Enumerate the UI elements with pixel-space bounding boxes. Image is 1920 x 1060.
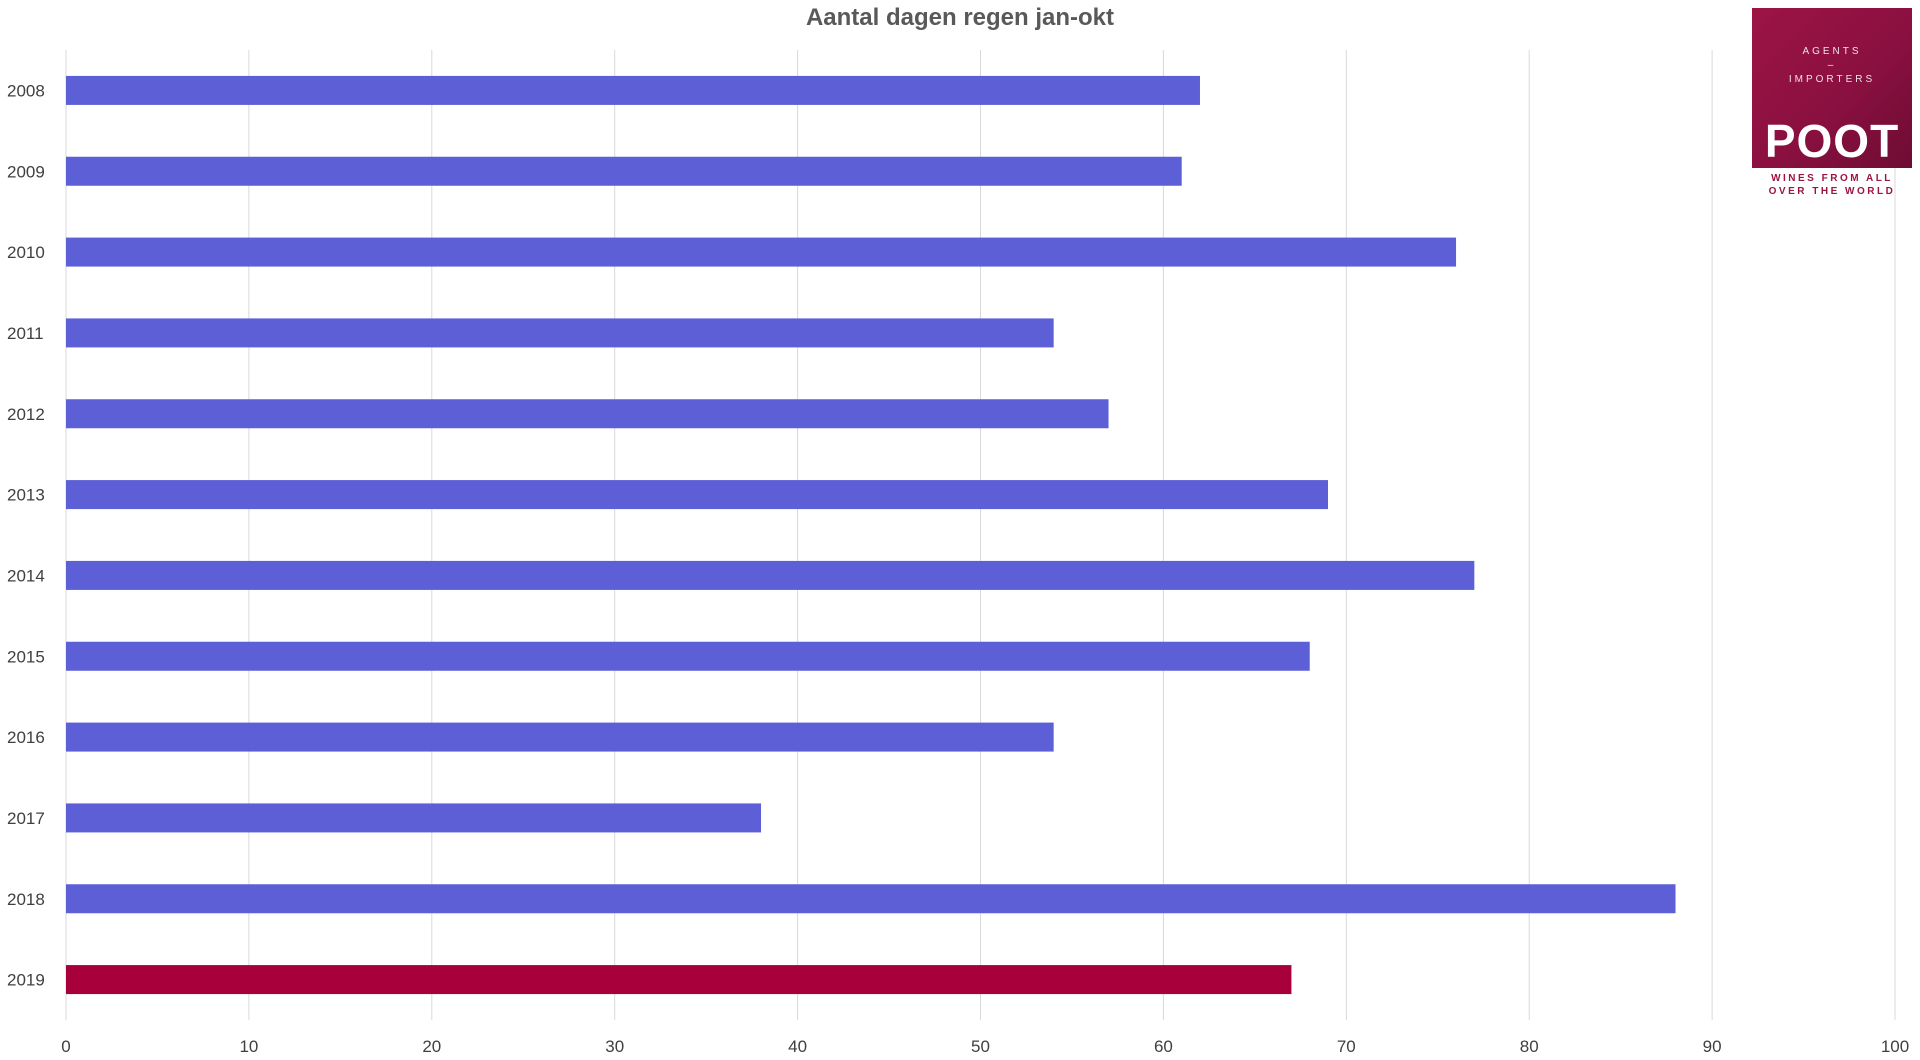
bar-2013 bbox=[66, 480, 1329, 510]
x-tick-label-0: 0 bbox=[61, 1037, 70, 1056]
y-category-label-2009: 2009 bbox=[7, 162, 45, 181]
bar-2017 bbox=[66, 803, 762, 833]
logo-line-agents: AGENTS bbox=[1802, 46, 1862, 57]
x-tick-label-50: 50 bbox=[971, 1037, 990, 1056]
bar-2012 bbox=[66, 399, 1109, 429]
x-tick-label-100: 100 bbox=[1881, 1037, 1909, 1056]
y-category-label-2019: 2019 bbox=[7, 971, 45, 990]
logo-line-importers: IMPORTERS bbox=[1788, 74, 1876, 85]
x-tick-label-60: 60 bbox=[1154, 1037, 1173, 1056]
y-category-label-2014: 2014 bbox=[7, 566, 45, 585]
y-category-label-2010: 2010 bbox=[7, 243, 45, 262]
logo-line-dash: – bbox=[1827, 60, 1837, 71]
x-tick-label-40: 40 bbox=[788, 1037, 807, 1056]
logo-brand: POOT bbox=[1764, 115, 1900, 167]
x-tick-label-70: 70 bbox=[1337, 1037, 1356, 1056]
poot-logo: AGENTS – IMPORTERS POOT bbox=[1752, 8, 1912, 168]
x-tick-label-20: 20 bbox=[422, 1037, 441, 1056]
logo-tagline-2: OVER THE WORLD bbox=[1768, 186, 1896, 197]
y-category-label-2015: 2015 bbox=[7, 647, 45, 666]
x-tick-label-10: 10 bbox=[239, 1037, 258, 1056]
bar-2011 bbox=[66, 318, 1054, 348]
y-category-label-2018: 2018 bbox=[7, 890, 45, 909]
bar-2008 bbox=[66, 75, 1200, 105]
y-category-label-2011: 2011 bbox=[7, 324, 44, 343]
y-category-label-2017: 2017 bbox=[7, 809, 45, 828]
bar-2018 bbox=[66, 884, 1676, 914]
y-category-label-2012: 2012 bbox=[7, 405, 45, 424]
bar-2009 bbox=[66, 156, 1182, 186]
bar-2014 bbox=[66, 560, 1475, 590]
y-category-label-2008: 2008 bbox=[7, 81, 45, 100]
bar-2016 bbox=[66, 722, 1054, 752]
bar-2019 bbox=[66, 965, 1292, 995]
bar-2010 bbox=[66, 237, 1457, 267]
chart-title: Aantal dagen regen jan-okt bbox=[805, 4, 1115, 31]
bar-2015 bbox=[66, 641, 1310, 671]
logo-tagline-1: WINES FROM ALL bbox=[1771, 173, 1893, 184]
x-tick-label-80: 80 bbox=[1520, 1037, 1539, 1056]
x-tick-label-90: 90 bbox=[1703, 1037, 1722, 1056]
y-category-label-2013: 2013 bbox=[7, 486, 45, 505]
y-category-label-2016: 2016 bbox=[7, 728, 45, 747]
x-tick-label-30: 30 bbox=[605, 1037, 624, 1056]
